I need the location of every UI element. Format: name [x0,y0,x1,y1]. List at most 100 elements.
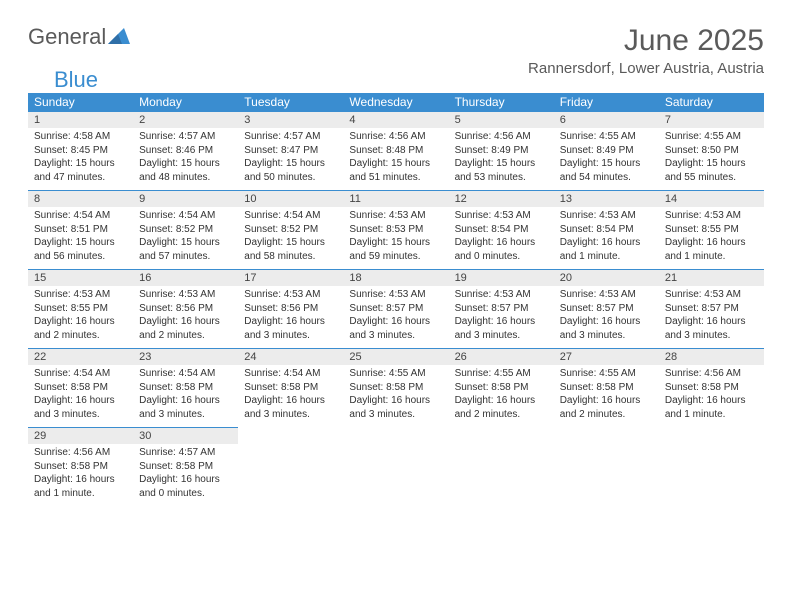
daylight-line: Daylight: 16 hours and 1 minute. [34,473,127,500]
day-number: 30 [133,427,238,444]
weekday-header: Tuesday [238,93,343,111]
sunset-line: Sunset: 8:58 PM [665,381,758,395]
location: Rannersdorf, Lower Austria, Austria [528,60,764,77]
day-number: 5 [449,111,554,128]
day-body: Sunrise: 4:53 AMSunset: 8:57 PMDaylight:… [554,286,659,348]
sunset-line: Sunset: 8:56 PM [139,302,232,316]
daylight-line: Daylight: 15 hours and 56 minutes. [34,236,127,263]
sunset-line: Sunset: 8:58 PM [139,460,232,474]
calendar-cell: 11Sunrise: 4:53 AMSunset: 8:53 PMDayligh… [343,190,448,269]
sunrise-line: Sunrise: 4:55 AM [455,367,548,381]
daylight-line: Daylight: 16 hours and 0 minutes. [455,236,548,263]
day-body: Sunrise: 4:54 AMSunset: 8:52 PMDaylight:… [133,207,238,269]
day-body: Sunrise: 4:54 AMSunset: 8:58 PMDaylight:… [238,365,343,427]
day-body: Sunrise: 4:53 AMSunset: 8:57 PMDaylight:… [659,286,764,348]
sunset-line: Sunset: 8:58 PM [560,381,653,395]
daylight-line: Daylight: 16 hours and 3 minutes. [139,394,232,421]
sunrise-line: Sunrise: 4:55 AM [349,367,442,381]
sunset-line: Sunset: 8:46 PM [139,144,232,158]
daylight-line: Daylight: 15 hours and 50 minutes. [244,157,337,184]
logo: General [28,24,130,50]
weekday-header-row: SundayMondayTuesdayWednesdayThursdayFrid… [28,93,764,111]
day-body: Sunrise: 4:55 AMSunset: 8:58 PMDaylight:… [343,365,448,427]
sunrise-line: Sunrise: 4:55 AM [560,367,653,381]
sunrise-line: Sunrise: 4:55 AM [560,130,653,144]
sunrise-line: Sunrise: 4:57 AM [139,130,232,144]
daylight-line: Daylight: 15 hours and 55 minutes. [665,157,758,184]
calendar-cell: 14Sunrise: 4:53 AMSunset: 8:55 PMDayligh… [659,190,764,269]
sunset-line: Sunset: 8:57 PM [349,302,442,316]
calendar-cell: 25Sunrise: 4:55 AMSunset: 8:58 PMDayligh… [343,348,448,427]
day-number: 27 [554,348,659,365]
sunset-line: Sunset: 8:53 PM [349,223,442,237]
daylight-line: Daylight: 15 hours and 51 minutes. [349,157,442,184]
sunset-line: Sunset: 8:51 PM [34,223,127,237]
sunset-line: Sunset: 8:57 PM [560,302,653,316]
sunset-line: Sunset: 8:57 PM [455,302,548,316]
day-number: 23 [133,348,238,365]
calendar-cell: 18Sunrise: 4:53 AMSunset: 8:57 PMDayligh… [343,269,448,348]
logo-text-1: General [28,24,106,50]
day-number: 3 [238,111,343,128]
day-body: Sunrise: 4:55 AMSunset: 8:58 PMDaylight:… [554,365,659,427]
day-number: 17 [238,269,343,286]
calendar-cell: 4Sunrise: 4:56 AMSunset: 8:48 PMDaylight… [343,111,448,190]
logo-text-2: Blue [54,67,98,93]
day-number: 20 [554,269,659,286]
sunrise-line: Sunrise: 4:53 AM [34,288,127,302]
weekday-header: Thursday [449,93,554,111]
day-body: Sunrise: 4:54 AMSunset: 8:51 PMDaylight:… [28,207,133,269]
daylight-line: Daylight: 16 hours and 3 minutes. [455,315,548,342]
sunset-line: Sunset: 8:52 PM [139,223,232,237]
day-body: Sunrise: 4:55 AMSunset: 8:50 PMDaylight:… [659,128,764,190]
calendar-cell: 17Sunrise: 4:53 AMSunset: 8:56 PMDayligh… [238,269,343,348]
day-number: 24 [238,348,343,365]
sunrise-line: Sunrise: 4:56 AM [455,130,548,144]
daylight-line: Daylight: 15 hours and 48 minutes. [139,157,232,184]
calendar-cell: 30Sunrise: 4:57 AMSunset: 8:58 PMDayligh… [133,427,238,506]
day-body: Sunrise: 4:54 AMSunset: 8:58 PMDaylight:… [133,365,238,427]
weekday-header: Sunday [28,93,133,111]
weekday-header: Wednesday [343,93,448,111]
calendar-cell: 2Sunrise: 4:57 AMSunset: 8:46 PMDaylight… [133,111,238,190]
day-body: Sunrise: 4:53 AMSunset: 8:56 PMDaylight:… [238,286,343,348]
sunset-line: Sunset: 8:56 PM [244,302,337,316]
daylight-line: Daylight: 15 hours and 47 minutes. [34,157,127,184]
day-number: 18 [343,269,448,286]
day-number: 1 [28,111,133,128]
sunrise-line: Sunrise: 4:53 AM [139,288,232,302]
sunset-line: Sunset: 8:58 PM [139,381,232,395]
sunrise-line: Sunrise: 4:53 AM [665,209,758,223]
day-number: 26 [449,348,554,365]
calendar-cell: 6Sunrise: 4:55 AMSunset: 8:49 PMDaylight… [554,111,659,190]
sunrise-line: Sunrise: 4:54 AM [244,209,337,223]
weekday-header: Friday [554,93,659,111]
day-number: 28 [659,348,764,365]
calendar-cell: 5Sunrise: 4:56 AMSunset: 8:49 PMDaylight… [449,111,554,190]
sunset-line: Sunset: 8:54 PM [455,223,548,237]
calendar-row: 8Sunrise: 4:54 AMSunset: 8:51 PMDaylight… [28,190,764,269]
calendar-cell: 15Sunrise: 4:53 AMSunset: 8:55 PMDayligh… [28,269,133,348]
calendar-cell [659,427,764,506]
sunset-line: Sunset: 8:52 PM [244,223,337,237]
day-body: Sunrise: 4:53 AMSunset: 8:55 PMDaylight:… [28,286,133,348]
month-title: June 2025 [528,24,764,58]
sunset-line: Sunset: 8:47 PM [244,144,337,158]
calendar-cell [554,427,659,506]
day-number: 11 [343,190,448,207]
day-number: 4 [343,111,448,128]
daylight-line: Daylight: 16 hours and 3 minutes. [560,315,653,342]
daylight-line: Daylight: 16 hours and 2 minutes. [455,394,548,421]
sunrise-line: Sunrise: 4:54 AM [139,209,232,223]
sunrise-line: Sunrise: 4:53 AM [349,288,442,302]
sunrise-line: Sunrise: 4:54 AM [139,367,232,381]
calendar-cell: 12Sunrise: 4:53 AMSunset: 8:54 PMDayligh… [449,190,554,269]
calendar-cell: 7Sunrise: 4:55 AMSunset: 8:50 PMDaylight… [659,111,764,190]
calendar-row: 29Sunrise: 4:56 AMSunset: 8:58 PMDayligh… [28,427,764,506]
day-body: Sunrise: 4:55 AMSunset: 8:49 PMDaylight:… [554,128,659,190]
sunrise-line: Sunrise: 4:57 AM [139,446,232,460]
day-number: 19 [449,269,554,286]
sunset-line: Sunset: 8:58 PM [455,381,548,395]
day-body: Sunrise: 4:53 AMSunset: 8:57 PMDaylight:… [343,286,448,348]
daylight-line: Daylight: 16 hours and 2 minutes. [34,315,127,342]
